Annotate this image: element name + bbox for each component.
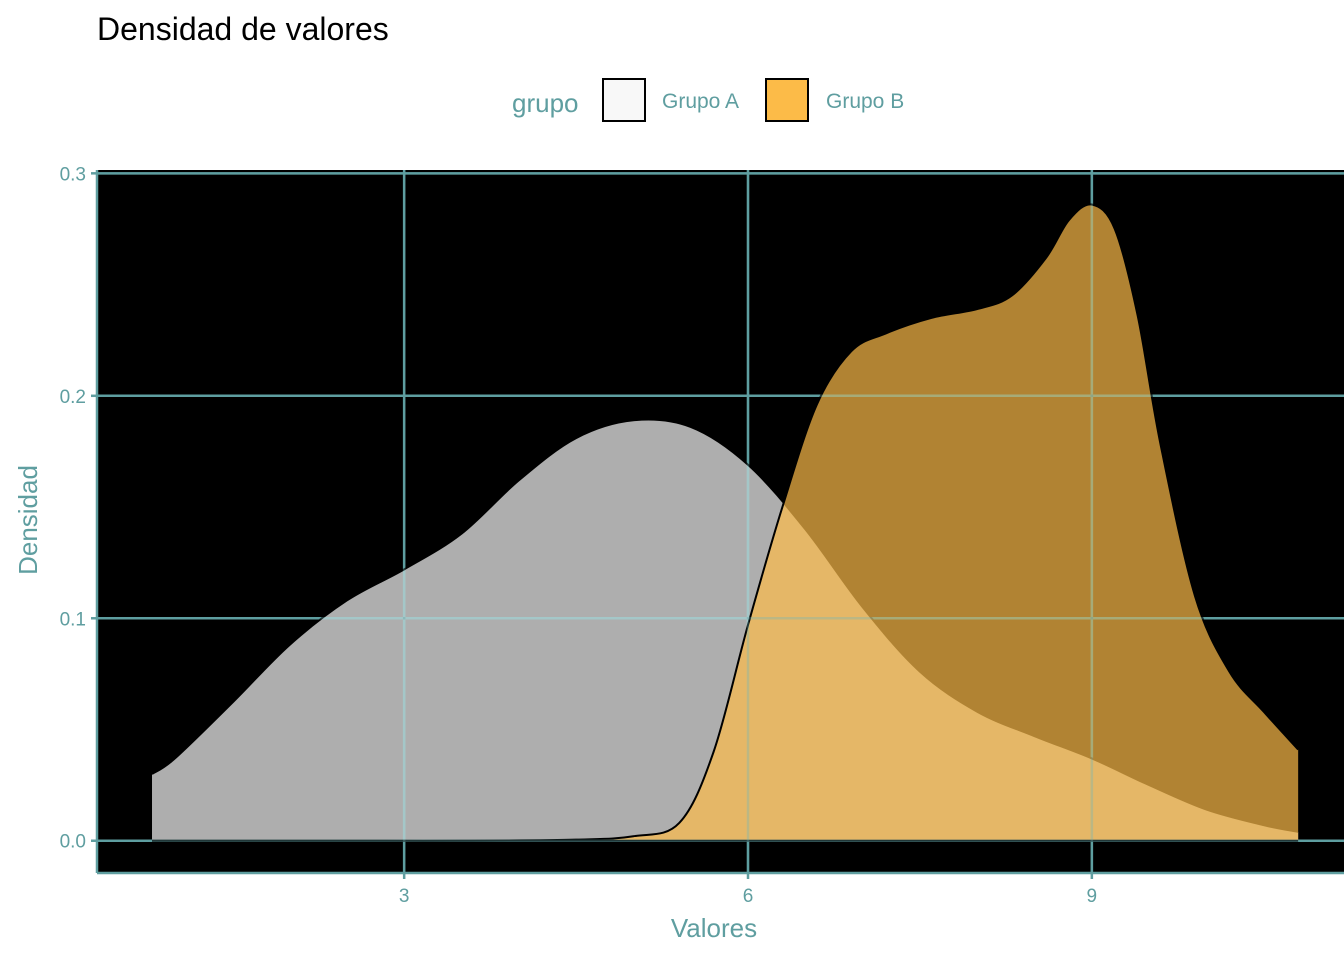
axes: 0.0 0.1 0.2 0.3 3 6 9 [60,164,1344,907]
density-area-grupo-b [152,204,1299,841]
legend-key-grupo-a [602,78,646,122]
x-axis-title: Valores [671,913,757,943]
legend-title: grupo [512,88,579,118]
legend-label-grupo-b: Grupo B [826,90,904,113]
x-tick-label: 3 [399,886,410,907]
y-axis-title: Densidad [13,465,43,575]
plot-panel [97,170,1344,873]
y-tick-label: 0.0 [60,832,86,853]
x-tick-label: 6 [743,886,754,907]
legend-key-grupo-b [765,78,809,122]
y-tick-label: 0.2 [60,387,86,408]
x-tick-label: 9 [1087,886,1098,907]
density-areas [151,203,1299,842]
legend-label-grupo-a: Grupo A [662,90,739,113]
overlay-grid [97,170,1344,873]
chart-title: Densidad de valores [97,11,389,47]
y-tick-label: 0.3 [60,164,86,185]
y-tick-label: 0.1 [60,609,86,630]
legend: grupo Grupo A Grupo B [512,78,904,122]
